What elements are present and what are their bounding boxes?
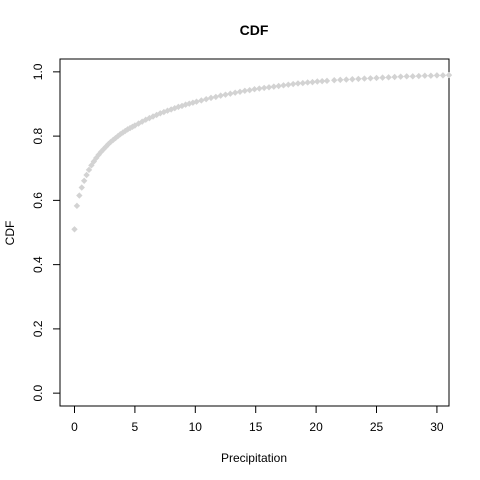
data-point bbox=[355, 75, 362, 83]
data-point bbox=[73, 202, 81, 210]
data-point bbox=[323, 77, 331, 85]
x-tick-label: 20 bbox=[309, 420, 323, 434]
data-point bbox=[227, 90, 234, 97]
data-point bbox=[289, 80, 297, 88]
data-point bbox=[93, 154, 100, 162]
data-point bbox=[135, 120, 142, 127]
data-point bbox=[331, 77, 338, 84]
data-point bbox=[280, 82, 287, 89]
data-point bbox=[241, 87, 249, 95]
data-point bbox=[236, 88, 244, 95]
data-point bbox=[138, 118, 146, 125]
data-point bbox=[265, 84, 273, 91]
data-point bbox=[85, 166, 93, 174]
data-point bbox=[379, 74, 386, 81]
y-tick-label: 0.8 bbox=[31, 127, 45, 144]
data-point bbox=[294, 80, 302, 87]
data-point bbox=[361, 75, 368, 82]
data-point bbox=[415, 72, 422, 80]
data-point bbox=[299, 79, 307, 87]
data-point bbox=[212, 93, 220, 101]
y-tick-label: 0.4 bbox=[31, 256, 45, 273]
data-point bbox=[80, 177, 88, 184]
x-tick-label: 25 bbox=[370, 420, 384, 434]
data-point bbox=[318, 77, 326, 85]
data-point bbox=[439, 72, 447, 79]
y-axis-label: CDF bbox=[3, 221, 17, 246]
x-axis-label: Precipitation bbox=[221, 451, 287, 465]
data-points bbox=[71, 71, 453, 233]
y-tick-label: 0.2 bbox=[31, 320, 45, 337]
data-point bbox=[397, 73, 404, 80]
x-tick-label: 10 bbox=[189, 420, 203, 434]
data-point bbox=[314, 78, 321, 85]
data-point bbox=[337, 76, 344, 84]
data-point bbox=[309, 78, 316, 86]
x-tick-label: 5 bbox=[132, 420, 139, 434]
data-point bbox=[246, 86, 253, 94]
data-point bbox=[167, 106, 175, 113]
y-tick-label: 0.6 bbox=[31, 192, 45, 209]
plot-frame bbox=[59, 58, 450, 407]
data-point bbox=[186, 100, 193, 107]
data-point bbox=[275, 82, 282, 90]
data-point bbox=[445, 71, 453, 79]
data-point bbox=[231, 89, 239, 96]
data-point bbox=[198, 97, 205, 104]
y-tick-label: 0.0 bbox=[31, 384, 45, 401]
x-tick-label: 0 bbox=[71, 420, 78, 434]
data-point bbox=[391, 73, 398, 81]
data-point bbox=[427, 72, 435, 79]
data-point bbox=[160, 108, 168, 116]
data-point bbox=[202, 95, 210, 103]
y-axis: 0.0 0.2 0.4 0.6 0.8 1.0 bbox=[31, 63, 60, 401]
data-point bbox=[153, 111, 160, 119]
data-point bbox=[114, 132, 122, 140]
data-point bbox=[71, 226, 78, 233]
data-point bbox=[285, 81, 292, 88]
data-point bbox=[122, 127, 129, 135]
data-point bbox=[207, 94, 215, 102]
data-point bbox=[433, 72, 441, 79]
data-point bbox=[193, 98, 200, 105]
data-point bbox=[403, 73, 410, 80]
data-point bbox=[367, 75, 374, 82]
data-point bbox=[260, 84, 268, 92]
x-axis: 0 5 10 15 20 25 30 bbox=[71, 406, 444, 434]
data-point bbox=[256, 85, 263, 92]
data-point bbox=[76, 192, 83, 199]
chart-title: CDF bbox=[240, 22, 269, 38]
data-point bbox=[222, 91, 229, 98]
data-point bbox=[78, 184, 85, 191]
data-point bbox=[270, 83, 278, 90]
x-tick-label: 30 bbox=[430, 420, 444, 434]
data-point bbox=[112, 134, 119, 142]
data-point bbox=[304, 79, 311, 86]
data-point bbox=[251, 86, 258, 93]
data-point bbox=[421, 72, 429, 79]
data-point bbox=[373, 74, 380, 82]
data-point bbox=[217, 92, 224, 99]
y-tick-label: 1.0 bbox=[31, 63, 45, 80]
x-tick-label: 15 bbox=[249, 420, 263, 434]
data-point bbox=[409, 73, 416, 80]
data-point bbox=[83, 171, 90, 179]
data-point bbox=[349, 76, 356, 83]
data-point bbox=[343, 76, 350, 83]
data-point bbox=[385, 74, 392, 81]
